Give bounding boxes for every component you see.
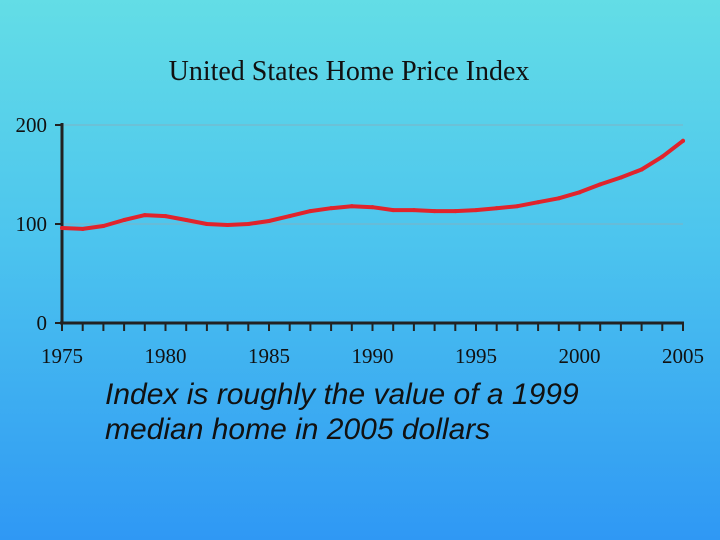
y-tick-label-0: 0 <box>37 311 48 335</box>
data-point-1988 <box>329 206 334 211</box>
data-point-1999 <box>556 196 561 201</box>
data-point-1980 <box>163 214 168 219</box>
y-tick-label-200: 200 <box>16 113 48 137</box>
x-tick-label-2000: 2000 <box>559 344 601 368</box>
data-point-1996 <box>494 206 499 211</box>
axes <box>55 123 684 331</box>
data-point-1986 <box>287 214 292 219</box>
data-point-1985 <box>267 219 271 224</box>
data-point-1984 <box>246 222 251 226</box>
chart-caption: Index is roughly the value of a 1999 med… <box>105 378 579 446</box>
data-point-1994 <box>453 209 458 214</box>
data-point-1990 <box>370 205 375 210</box>
data-point-1976 <box>80 226 85 231</box>
data-point-1978 <box>122 218 127 223</box>
data-point-1975 <box>60 225 64 230</box>
x-tick-label-1990: 1990 <box>352 344 394 368</box>
data-point-2005 <box>681 138 685 143</box>
data-point-1993 <box>432 209 437 214</box>
x-tick-label-1995: 1995 <box>455 344 497 368</box>
data-point-1987 <box>308 209 313 214</box>
tick-labels: 0 100 200 1975 1980 1985 1990 1995 2000 2005 <box>16 113 705 368</box>
series-line-0 <box>60 138 685 231</box>
gridlines <box>62 124 683 225</box>
data-point-2000 <box>577 190 582 195</box>
data-point-1982 <box>204 222 209 226</box>
chart-title: United States Home Price Index <box>169 56 530 87</box>
x-tick-label-1985: 1985 <box>248 344 290 368</box>
x-tick-label-1975: 1975 <box>41 344 83 368</box>
y-tick-label-100: 100 <box>16 212 48 236</box>
data-point-1997 <box>515 204 520 209</box>
data-point-2001 <box>598 182 603 187</box>
data-point-1989 <box>349 204 354 209</box>
x-tick-label-1980: 1980 <box>145 344 187 368</box>
data-point-1983 <box>225 222 230 227</box>
data-point-1992 <box>411 208 416 213</box>
data-point-1995 <box>474 208 478 213</box>
data-point-1991 <box>391 208 396 213</box>
x-tick-label-2005: 2005 <box>662 344 704 368</box>
data-point-2002 <box>618 175 623 180</box>
data-point-1977 <box>101 223 106 228</box>
data-point-1981 <box>184 218 189 223</box>
data-point-2003 <box>639 167 644 172</box>
data-point-1998 <box>536 200 541 205</box>
series-layer <box>60 138 685 231</box>
data-point-1979 <box>142 213 147 218</box>
data-point-2004 <box>660 154 665 159</box>
